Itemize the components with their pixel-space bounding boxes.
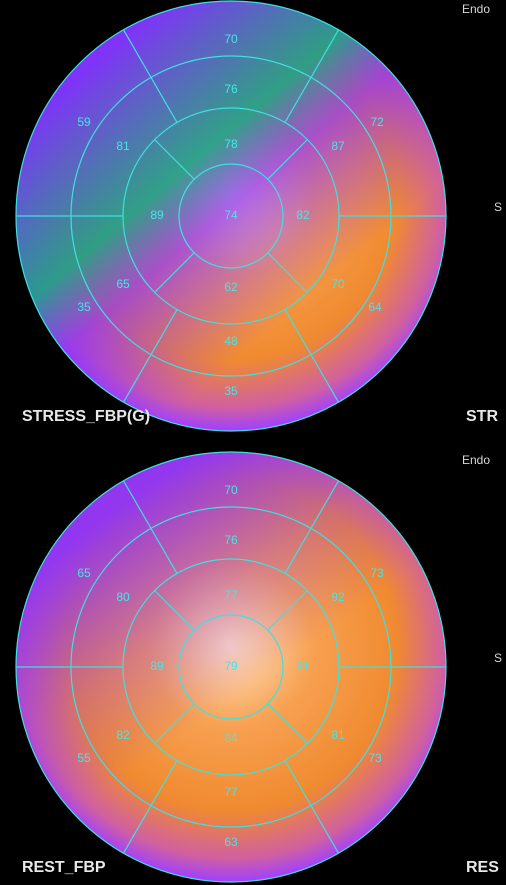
- segment-value: 79: [224, 659, 238, 673]
- segment-value: 73: [370, 566, 384, 580]
- segment-value: 84: [224, 731, 238, 745]
- segment-value: 59: [77, 115, 91, 129]
- segment-value: 64: [368, 300, 382, 314]
- segment-value: 70: [331, 277, 345, 291]
- segment-value: 62: [224, 280, 238, 294]
- segment-value: 76: [224, 82, 238, 96]
- map-label: STRESS_FBP(G): [22, 408, 150, 425]
- segment-value: 77: [224, 785, 238, 799]
- segment-value: 89: [150, 659, 164, 673]
- segment-value: 80: [116, 590, 130, 604]
- segment-value: 65: [77, 566, 91, 580]
- segment-value: 82: [296, 208, 310, 222]
- side-label: S: [494, 200, 502, 214]
- segment-value: 89: [150, 208, 164, 222]
- segment-value: 70: [224, 483, 238, 497]
- segment-value: 81: [331, 728, 345, 742]
- segment-value: 91: [296, 659, 310, 673]
- segment-value: 35: [77, 300, 91, 314]
- segment-value: 72: [370, 115, 384, 129]
- side-label: Endo: [462, 2, 490, 16]
- segment-value: 48: [224, 334, 238, 348]
- segment-value: 70: [224, 32, 238, 46]
- polar-maps: 70 76 78 72 87 59 81 89 74 82 65 62 70 35 64 48 35 STRESS…: [0, 0, 506, 885]
- side-label: S: [494, 651, 502, 665]
- segment-value: 73: [368, 751, 382, 765]
- side-label: Endo: [462, 453, 490, 467]
- segment-value: 65: [116, 277, 130, 291]
- side-label: STR: [466, 408, 498, 425]
- segment-value: 77: [224, 588, 238, 602]
- segment-value: 87: [331, 139, 345, 153]
- segment-value: 35: [224, 384, 238, 398]
- segment-value: 74: [224, 208, 238, 222]
- segment-value: 81: [116, 139, 130, 153]
- segment-value: 63: [224, 835, 238, 849]
- segment-value: 76: [224, 533, 238, 547]
- segment-value: 92: [331, 590, 345, 604]
- segment-value: 82: [116, 728, 130, 742]
- segment-value: 78: [224, 137, 238, 151]
- side-label: RES: [466, 859, 499, 876]
- map-label: REST_FBP: [22, 859, 106, 876]
- segment-value: 55: [77, 751, 91, 765]
